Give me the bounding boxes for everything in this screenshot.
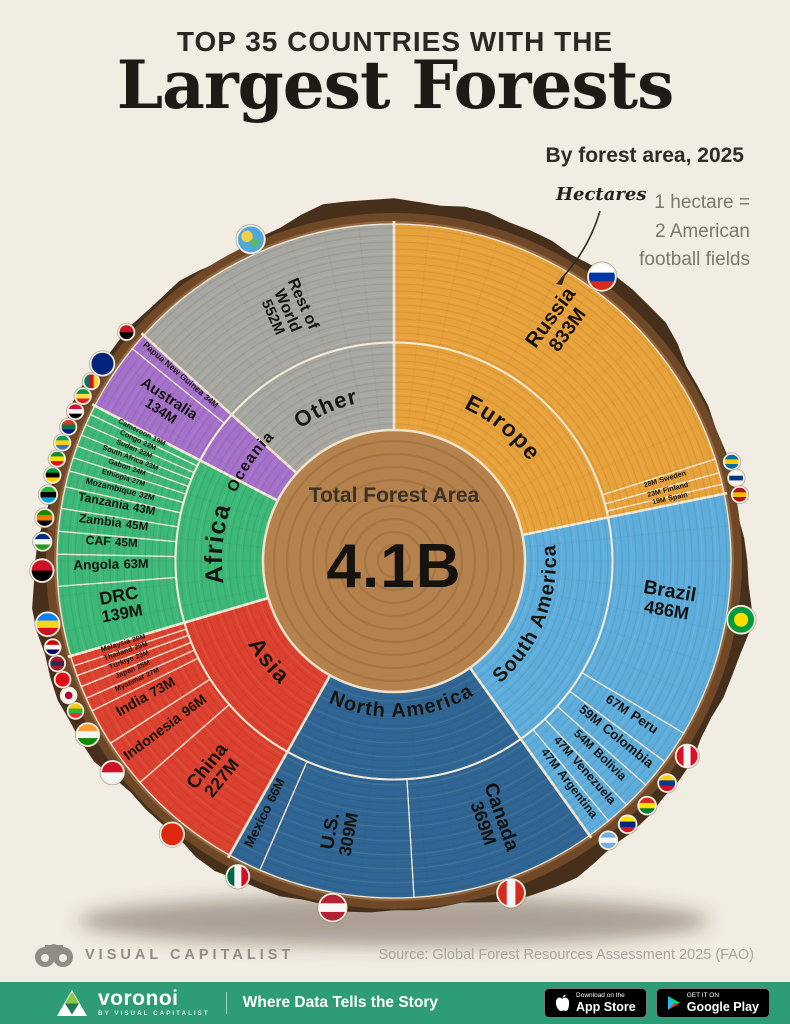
page-subtitle: By forest area, 2025 — [545, 144, 744, 167]
hectare-note: 1 hectare = 2 American football fields — [575, 189, 750, 275]
label-spain: 19MSpain — [651, 490, 688, 506]
flag-india-icon — [74, 721, 101, 748]
center-disc — [261, 428, 527, 694]
flag-sweden-icon — [722, 452, 742, 472]
app-store-badge-label: App Store — [576, 999, 636, 1014]
flag-zambia-icon — [34, 507, 56, 529]
flag-spain-icon — [730, 485, 750, 505]
hectares-arrowhead-icon — [556, 273, 566, 285]
flag-venezuela-icon — [617, 813, 639, 835]
voronoi-wordmark: voronoi — [98, 987, 179, 1011]
flag-ethiopia-icon — [47, 449, 67, 469]
google-play-icon — [667, 996, 680, 1010]
flag-japan-icon — [59, 685, 79, 705]
label-rest-of-world: Rest ofWorld552M — [254, 276, 322, 346]
flag-canada-icon — [495, 877, 527, 909]
hectare-note-line: 1 hectare = — [654, 192, 750, 213]
app-store-badge[interactable]: Download on the App Store — [544, 988, 647, 1018]
flag-china-icon — [158, 820, 186, 848]
flag-cameroon-icon — [81, 371, 101, 391]
flag-gabon-icon — [53, 433, 72, 453]
flag-myanmar-icon — [66, 701, 85, 721]
page-kicker: TOP 35 COUNTRIES WITH THE — [176, 26, 614, 57]
label-zambia: Zambia 45M — [78, 511, 149, 533]
flag-argentina-icon — [597, 829, 619, 851]
flag-sudan-icon — [65, 401, 85, 421]
flag-bolivia-icon — [636, 795, 658, 817]
flag-angola-icon — [29, 557, 56, 584]
flag-brazil-icon — [725, 604, 757, 636]
voronoi-sub-wordmark: BY VISUAL CAPITALIST — [98, 1010, 210, 1018]
visual-capitalist-brand: VISUAL CAPITALIST — [34, 942, 294, 969]
hectare-note-line: football fields — [639, 249, 750, 270]
voronoi-bar: voronoi BY VISUAL CAPITALIST Where Data … — [0, 982, 790, 1024]
flag-malaysia-icon — [43, 637, 63, 657]
flag-finland-icon — [726, 468, 746, 488]
flag-russia-icon — [586, 261, 618, 293]
hectare-note-line: 2 American — [654, 220, 750, 242]
flag-australia-icon — [89, 350, 116, 378]
footer-credits: VISUAL CAPITALIST Source: Global Forest … — [34, 932, 754, 978]
units-annotation: Hectares — [556, 184, 647, 205]
voronoi-tagline: Where Data Tells the Story — [242, 994, 438, 1011]
flag-indonesia-icon — [99, 759, 126, 786]
flag-mexico-icon — [224, 863, 251, 890]
flag-rest-of-world-icon — [235, 224, 267, 255]
flag-south-africa-icon — [59, 417, 78, 437]
label-caf: CAF 45M — [85, 533, 138, 550]
flag-papua-new-guinea-icon — [117, 322, 136, 342]
label-drc: DRC139M — [97, 582, 144, 626]
flag-caf-icon — [32, 531, 53, 553]
app-store-badge-top: Download on the — [576, 992, 625, 1000]
flag-mozambique-icon — [43, 465, 63, 485]
flag-congo-icon — [73, 386, 93, 406]
google-play-badge-top: GET IT ON — [686, 992, 720, 1000]
label-angola: Angola 63M — [73, 556, 149, 573]
flag-t-rkiye-icon — [53, 670, 72, 689]
google-play-badge[interactable]: GET IT ON Google Play — [655, 988, 770, 1018]
source-text: Source: Global Forest Resources Assessme… — [378, 947, 754, 963]
flag-drc-icon — [34, 610, 62, 638]
flag-u-s--icon — [317, 892, 349, 924]
visual-capitalist-wordmark: VISUAL CAPITALIST — [85, 947, 295, 963]
visual-capitalist-logo-icon — [35, 943, 73, 967]
divider — [225, 992, 227, 1014]
center-value: 4.1B — [327, 532, 462, 601]
voronoi-logo-icon — [56, 989, 88, 1017]
flag-colombia-icon — [656, 772, 678, 794]
page-title: Largest Forests — [116, 46, 675, 124]
flag-peru-icon — [674, 743, 700, 769]
log-shadow — [78, 896, 710, 946]
apple-icon — [555, 994, 570, 1011]
flag-thailand-icon — [47, 654, 67, 673]
center-label: Total Forest Area — [309, 484, 480, 507]
wood-grain-texture — [57, 224, 731, 898]
flag-tanzania-icon — [37, 484, 59, 506]
google-play-badge-label: Google Play — [686, 999, 759, 1014]
